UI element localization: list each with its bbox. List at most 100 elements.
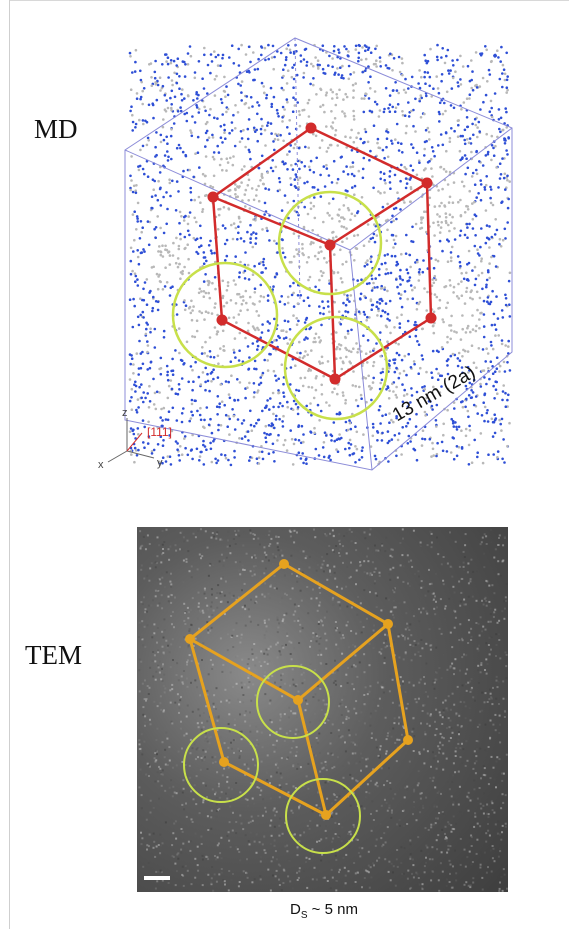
tem-grain xyxy=(317,739,320,742)
tem-grain xyxy=(496,756,499,759)
md-particle xyxy=(491,365,494,368)
md-particle xyxy=(452,437,456,440)
tem-grain xyxy=(332,837,335,840)
tem-grain xyxy=(225,556,228,559)
tem-grain xyxy=(149,567,152,570)
md-particle xyxy=(273,275,277,279)
md-particle xyxy=(410,387,413,390)
md-particle xyxy=(394,393,398,397)
tem-grain xyxy=(312,636,315,639)
tem-grain xyxy=(156,771,159,774)
md-particle xyxy=(452,285,456,289)
md-particle xyxy=(440,201,443,205)
tem-grain xyxy=(161,665,164,668)
md-particle xyxy=(193,121,197,124)
tem-grain xyxy=(447,848,450,851)
md-particle xyxy=(189,54,193,58)
tem-grain xyxy=(449,666,452,669)
md-particle xyxy=(493,413,497,417)
tem-grain xyxy=(143,698,146,701)
md-particle xyxy=(169,59,173,62)
md-particle xyxy=(193,76,197,80)
md-particle xyxy=(464,405,467,409)
tem-grain xyxy=(466,856,469,859)
tem-grain xyxy=(238,851,241,853)
md-particle xyxy=(390,418,393,422)
md-particle xyxy=(419,94,423,97)
tem-grain xyxy=(253,643,256,645)
md-particle xyxy=(393,434,397,437)
tem-grain xyxy=(402,680,404,683)
tem-grain xyxy=(434,734,437,737)
md-particle xyxy=(300,161,304,164)
tem-grain xyxy=(413,640,416,643)
md-particle xyxy=(340,216,343,219)
md-particle xyxy=(415,173,419,177)
md-particle xyxy=(257,462,261,465)
md-particle xyxy=(384,261,387,265)
tem-grain xyxy=(165,528,168,531)
tem-grain xyxy=(469,719,472,722)
tem-grain xyxy=(485,599,488,602)
tem-grain xyxy=(463,598,466,601)
tem-grain xyxy=(292,764,295,766)
tem-grain xyxy=(215,880,218,883)
tem-grain xyxy=(466,668,469,671)
md-particle xyxy=(285,330,288,334)
md-particle xyxy=(275,414,278,418)
tem-grain xyxy=(197,605,200,608)
md-particle xyxy=(406,297,410,301)
tem-grain xyxy=(360,769,362,772)
tem-grain xyxy=(213,694,216,697)
tem-grain xyxy=(362,626,365,628)
md-particle xyxy=(165,135,168,139)
tem-grain xyxy=(190,790,193,793)
md-particle xyxy=(342,204,346,207)
md-particle xyxy=(414,97,417,101)
tem-grain xyxy=(315,640,318,643)
tem-grain xyxy=(167,882,170,884)
tem-grain xyxy=(263,551,266,554)
md-particle xyxy=(403,201,406,204)
tem-grain xyxy=(296,575,298,578)
tem-grain xyxy=(146,685,149,687)
md-particle xyxy=(169,61,173,65)
tem-grain xyxy=(230,741,232,744)
tem-grain xyxy=(390,610,393,613)
tem-grain xyxy=(428,724,431,727)
md-particle xyxy=(237,225,240,228)
md-particle xyxy=(335,331,338,334)
tem-grain xyxy=(384,639,387,642)
tem-grain xyxy=(325,663,328,665)
md-particle xyxy=(224,413,228,417)
tem-grain xyxy=(210,877,213,880)
tem-grain xyxy=(476,797,479,800)
tem-grain xyxy=(184,612,186,614)
tem-grain xyxy=(279,772,282,775)
tem-grain xyxy=(271,675,274,678)
tem-grain xyxy=(453,798,456,801)
md-particle xyxy=(421,429,425,433)
md-particle xyxy=(213,50,216,53)
tem-grain xyxy=(174,562,177,565)
md-particle xyxy=(427,130,431,134)
tem-grain xyxy=(501,560,504,563)
md-particle xyxy=(366,361,369,364)
tem-grain xyxy=(304,557,307,560)
md-particle xyxy=(450,329,453,332)
tem-grain xyxy=(138,669,141,672)
md-particle xyxy=(457,425,461,429)
tem-grain xyxy=(161,543,164,546)
tem-grain xyxy=(179,699,182,702)
md-particle xyxy=(502,384,506,387)
md-particle xyxy=(236,238,239,241)
tem-grain xyxy=(488,600,491,603)
tem-grain xyxy=(273,807,276,810)
md-particle xyxy=(156,215,159,218)
tem-grain xyxy=(250,598,252,601)
tem-grain xyxy=(433,687,436,690)
tem-grain xyxy=(442,711,445,714)
md-particle xyxy=(384,302,388,305)
md-particle xyxy=(207,244,211,247)
tem-grain xyxy=(399,824,401,827)
